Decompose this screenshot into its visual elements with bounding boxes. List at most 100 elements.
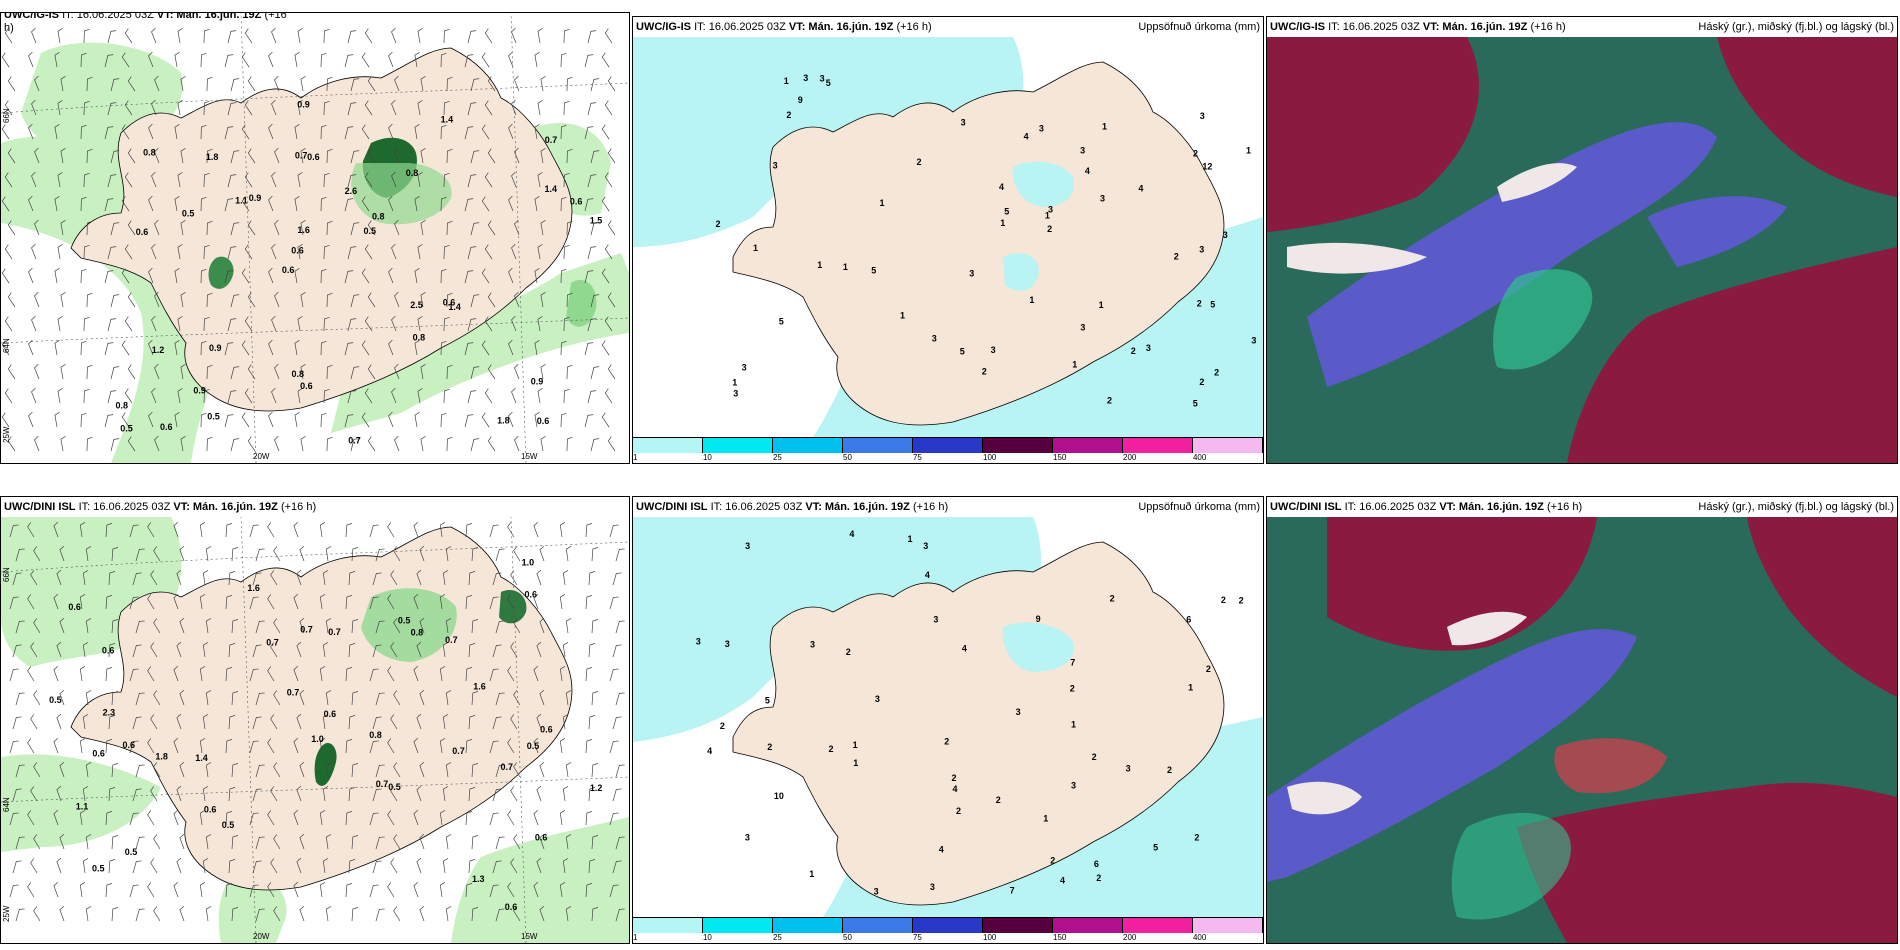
wind-barb — [565, 834, 572, 850]
wind-barb — [391, 171, 397, 188]
wind-barb — [510, 786, 518, 802]
wind-barb — [15, 620, 25, 634]
wind-barb — [56, 713, 62, 730]
wind-barb — [200, 124, 207, 140]
wind-barb — [300, 148, 306, 164]
wind-barb — [270, 642, 278, 658]
precip-value-label: 3 — [969, 269, 974, 279]
wind-barb — [83, 316, 90, 332]
wind-barb — [148, 267, 154, 284]
wind-barb — [224, 270, 234, 284]
wind-barb — [174, 196, 180, 212]
wind-barb — [148, 123, 154, 140]
precip-value-label: 0.6 — [282, 265, 295, 275]
wind-barb — [147, 882, 155, 898]
wind-barb — [347, 174, 357, 188]
wind-barb — [471, 691, 479, 706]
wind-barb — [225, 739, 233, 754]
wind-barb — [443, 244, 450, 260]
wind-barb — [536, 713, 542, 730]
wind-barb — [80, 52, 87, 68]
wind-barb — [585, 811, 593, 826]
wind-barb — [345, 667, 353, 682]
wind-barb — [511, 315, 517, 332]
map-panel-bottom-precip: 5 4 4 2 2 2 3 6 3 7 5 1 2 2 2 4 3 3 2 2 1 3 2 1 3 1 2 10 9 4 7 6 2 2 3 3 3 2 2… — [632, 496, 1264, 944]
wind-barb — [28, 195, 34, 212]
precip-value-label: 1 — [817, 260, 822, 270]
wind-barb — [372, 572, 382, 586]
wind-barb — [537, 172, 543, 188]
wind-barb — [390, 642, 398, 658]
wind-barb — [439, 522, 446, 538]
wind-barb — [345, 739, 353, 754]
wind-barb — [33, 690, 41, 706]
wind-barb — [294, 196, 300, 212]
wind-barb — [364, 28, 373, 44]
wind-barb — [121, 340, 130, 356]
wind-barb — [539, 689, 545, 706]
wind-barb — [271, 99, 277, 116]
precip-value-label: 3 — [923, 541, 928, 551]
wind-barb — [446, 220, 453, 236]
wind-barb — [566, 436, 573, 452]
wind-barb — [367, 364, 376, 380]
wind-barb — [372, 644, 382, 658]
wind-barbs — [1, 27, 616, 452]
wind-barb — [244, 244, 253, 260]
wind-barb — [82, 642, 89, 658]
wind-barb — [344, 126, 354, 140]
wind-barb — [28, 267, 34, 284]
precip-inland-cyan-2 — [1003, 253, 1039, 291]
wind-barb — [609, 812, 619, 826]
wind-barb — [587, 390, 597, 404]
wind-barb — [111, 907, 119, 922]
wind-barb — [322, 858, 329, 874]
wind-barb — [348, 571, 356, 586]
wind-barb — [224, 126, 234, 140]
wind-barb — [153, 546, 161, 562]
precip-value-label: 2.3 — [103, 708, 116, 718]
wind-barb — [132, 860, 142, 874]
wind-barb — [206, 76, 213, 92]
wind-barb — [489, 596, 499, 610]
wind-barb — [127, 76, 136, 92]
wind-barb — [615, 692, 625, 706]
wind-barb — [31, 315, 37, 332]
wind-barb — [225, 595, 233, 610]
colorbar-swatch — [983, 918, 1053, 933]
wind-barb — [420, 292, 426, 308]
wind-barb — [15, 908, 25, 922]
wind-barb — [268, 267, 274, 284]
wind-barb — [513, 546, 521, 562]
wind-barb — [604, 316, 613, 332]
wind-barb — [176, 569, 182, 586]
colorbar-tick-label: 150 — [1053, 453, 1067, 462]
wind-barb — [387, 882, 395, 898]
wind-barb — [7, 148, 16, 164]
wind-barb — [420, 436, 426, 452]
wind-barb — [417, 316, 423, 332]
wind-barb — [562, 714, 569, 730]
wind-barb — [82, 570, 89, 586]
wind-barb — [587, 246, 597, 260]
wind-barb — [124, 100, 133, 116]
wind-barb — [470, 366, 480, 380]
precip-value-label: 1 — [732, 378, 737, 388]
colorbar-ticks: 1 10 25 50 75 100 150 200 400 — [633, 453, 1263, 463]
wind-barb — [79, 882, 86, 898]
wind-barb — [255, 620, 265, 634]
panel-title: UWC/IG-IS IT: 16.06.2025 03Z VT: Mán. 16… — [4, 13, 287, 35]
wind-barb — [566, 364, 573, 380]
precip-value-label: 1 — [1045, 210, 1050, 220]
wind-barb — [31, 27, 37, 44]
precip-value-label: 1.1 — [235, 196, 248, 206]
precip-value-label: 2.5 — [410, 300, 423, 310]
precip-value-label: 0.8 — [143, 148, 156, 158]
wind-barb — [80, 412, 87, 428]
wind-barb — [439, 738, 446, 754]
precip-value-label: 0.5 — [125, 847, 138, 857]
wind-barb — [375, 692, 385, 706]
wind-barb — [508, 195, 514, 212]
wind-barb — [82, 858, 89, 874]
wind-barb — [440, 268, 447, 284]
